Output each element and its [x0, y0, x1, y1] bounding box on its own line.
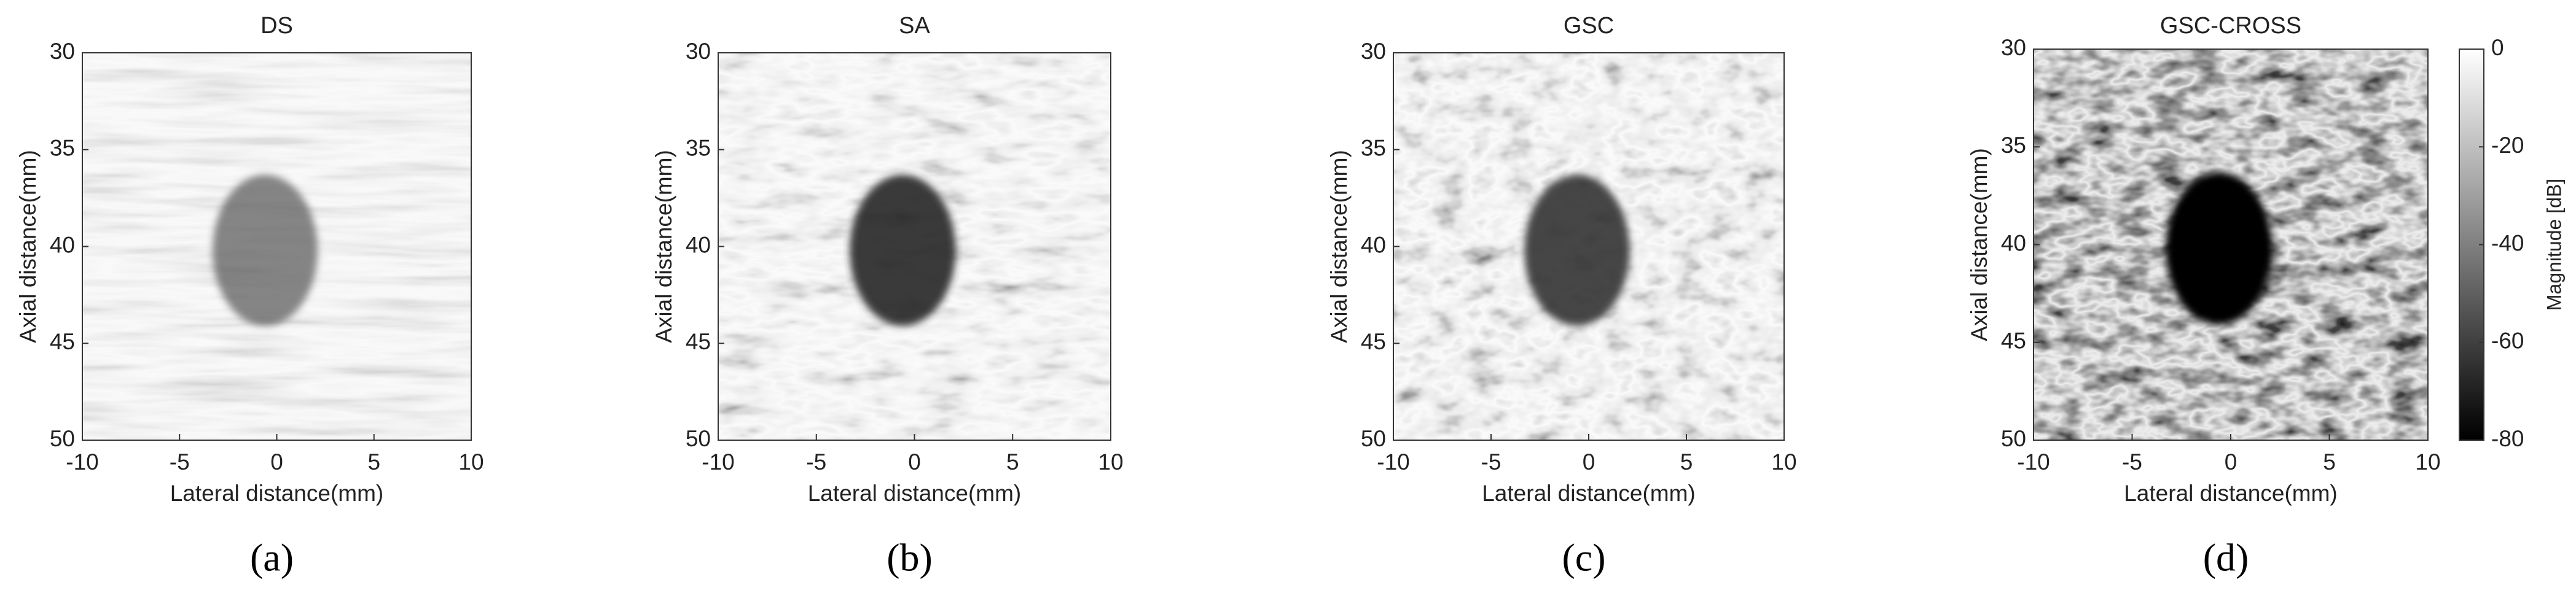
x-tick-label: 5 [2323, 449, 2336, 475]
y-axis-label: Axial distance(mm) [1326, 150, 1352, 343]
panel-label: (a) [250, 536, 294, 580]
x-tick-label: 0 [908, 449, 921, 475]
y-tick-label: 50 [1361, 426, 1386, 451]
x-tick-label: 10 [458, 449, 483, 475]
x-tick-label: -5 [806, 449, 826, 475]
x-axis-label: Lateral distance(mm) [2124, 481, 2338, 506]
x-tick-label: 0 [2225, 449, 2237, 475]
y-tick-label: 40 [686, 232, 711, 257]
title: GSC [1564, 13, 1614, 39]
y-tick-label: 40 [50, 232, 75, 257]
y-tick-label: 30 [686, 39, 711, 64]
cyst-region [2166, 172, 2273, 325]
image-plot [82, 53, 471, 440]
x-tick-label: 0 [1583, 449, 1595, 475]
y-axis-label: Axial distance(mm) [651, 150, 676, 343]
cyst-region [213, 174, 318, 326]
x-tick-label: -5 [170, 449, 190, 475]
y-tick-label: 35 [686, 136, 711, 161]
x-tick-label: 10 [2415, 449, 2440, 475]
title: DS [260, 13, 293, 39]
y-tick-label: 45 [2001, 328, 2026, 354]
y-tick-label: 35 [50, 136, 75, 161]
x-tick-label: 5 [367, 449, 380, 475]
image-plot [2034, 49, 2428, 440]
y-tick-label: 45 [686, 329, 711, 354]
x-axis-label: Lateral distance(mm) [170, 481, 384, 506]
x-tick-label: 5 [1680, 449, 1693, 475]
y-tick-label: 40 [2001, 230, 2026, 255]
y-tick-label: 45 [50, 329, 75, 354]
x-tick-label: -10 [2017, 449, 2049, 475]
x-axis-label: Lateral distance(mm) [1482, 481, 1696, 506]
panel-label: (c) [1562, 536, 1605, 580]
y-tick-label: 35 [2001, 133, 2026, 158]
y-tick-label: 50 [50, 426, 75, 451]
panel-label: (d) [2203, 536, 2249, 580]
title: GSC-CROSS [2160, 13, 2301, 39]
colorbar-tick-label: -80 [2491, 426, 2524, 451]
y-tick-label: 50 [686, 426, 711, 451]
image-plot [1393, 53, 1784, 440]
x-tick-label: -5 [1481, 449, 1501, 475]
x-tick-label: -10 [66, 449, 98, 475]
y-tick-label: 30 [2001, 35, 2026, 60]
x-axis-label: Lateral distance(mm) [808, 481, 1022, 506]
cyst-region [850, 174, 956, 326]
x-tick-label: 5 [1006, 449, 1019, 475]
y-axis-label: Axial distance(mm) [1967, 148, 1992, 341]
x-tick-label: 10 [1771, 449, 1796, 475]
colorbar-tick-label: -60 [2491, 328, 2524, 354]
y-tick-label: 30 [50, 39, 75, 64]
x-tick-label: -5 [2122, 449, 2142, 475]
x-tick-label: 0 [270, 449, 283, 475]
colorbar-label: Magnitude [dB] [2543, 179, 2565, 311]
y-tick-label: 35 [1361, 136, 1386, 161]
x-tick-label: -10 [702, 449, 734, 475]
x-tick-label: -10 [1377, 449, 1409, 475]
title: SA [899, 13, 930, 39]
y-axis-label: Axial distance(mm) [15, 150, 41, 343]
panel-label: (b) [887, 536, 933, 580]
y-tick-label: 30 [1361, 39, 1386, 64]
colorbar-tick-label: 0 [2491, 35, 2504, 60]
colorbar-tick-label: -40 [2491, 230, 2524, 255]
y-tick-label: 50 [2001, 426, 2026, 451]
x-tick-label: 10 [1098, 449, 1123, 475]
image-plot [718, 53, 1111, 440]
y-tick-label: 45 [1361, 329, 1386, 354]
colorbar-tick-label: -20 [2491, 133, 2524, 158]
y-tick-label: 40 [1361, 232, 1386, 257]
cyst-region [1524, 174, 1630, 326]
